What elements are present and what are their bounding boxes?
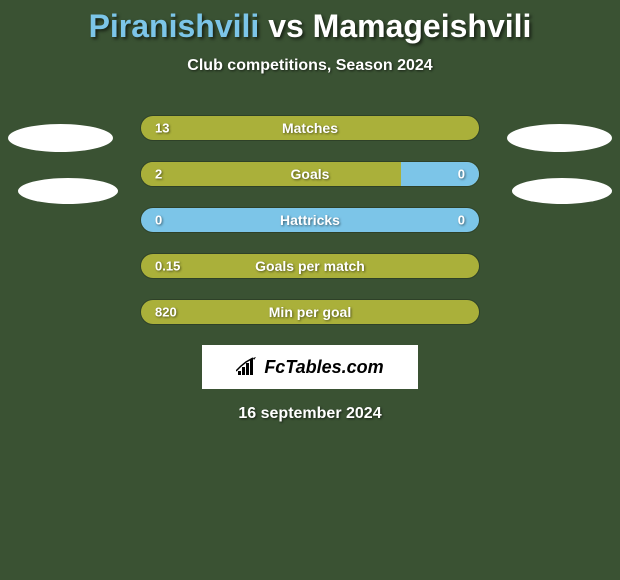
stat-row: 2 Goals 0 [140,161,480,187]
player2-name: Mamageishvili [313,8,532,44]
logo-content: FcTables.com [236,357,383,378]
stat-label: Hattricks [280,212,340,228]
stat-fill-left [141,162,401,186]
player2-oval-1 [507,124,612,152]
player1-oval-1 [8,124,113,152]
infographic-container: Piranishvili vs Mamageishvili Club compe… [0,0,620,580]
player1-oval-2 [18,178,118,204]
stat-value-left: 0.15 [155,259,180,274]
player1-name: Piranishvili [89,8,260,44]
stat-label: Matches [282,120,338,136]
stat-row: 13 Matches [140,115,480,141]
stat-value-left: 0 [155,213,162,228]
date-text: 16 september 2024 [0,405,620,423]
stat-value-right: 0 [458,213,465,228]
stat-label: Min per goal [269,304,351,320]
comparison-title: Piranishvili vs Mamageishvili [0,8,620,45]
stat-value-left: 820 [155,305,177,320]
vs-text: vs [268,8,304,44]
stat-row: 820 Min per goal [140,299,480,325]
logo-box: FcTables.com [202,345,418,389]
chart-icon [236,357,260,377]
player2-oval-2 [512,178,612,204]
stat-value-left: 2 [155,167,162,182]
stat-value-left: 13 [155,121,169,136]
stat-label: Goals per match [255,258,365,274]
logo-text: FcTables.com [264,357,383,378]
stats-container: 13 Matches 2 Goals 0 0 Hattricks 0 0.15 Goals per… [140,115,480,325]
stat-fill-right [401,162,479,186]
stat-label: Goals [291,166,330,182]
subtitle-text: Club competitions, Season 2024 [0,57,620,75]
stat-row: 0 Hattricks 0 [140,207,480,233]
stat-row: 0.15 Goals per match [140,253,480,279]
stat-value-right: 0 [458,167,465,182]
